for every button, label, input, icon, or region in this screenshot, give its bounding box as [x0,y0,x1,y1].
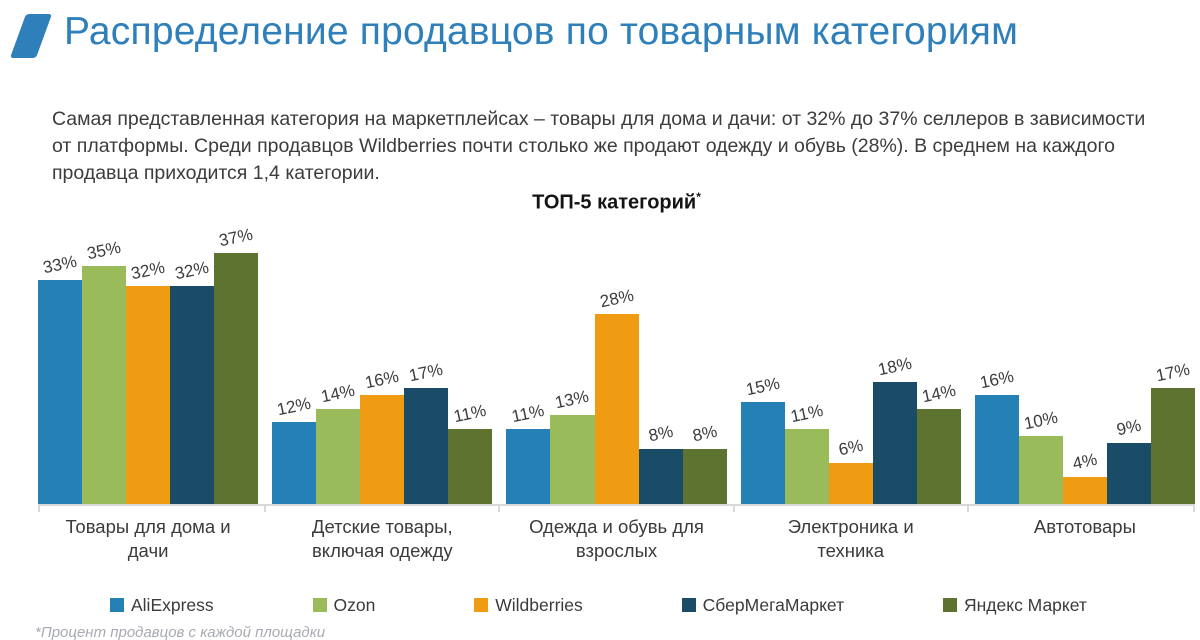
intro-text: Самая представленная категория на маркет… [52,108,1146,184]
bar-value-label: 13% [553,387,591,413]
bar-value-label: 11% [452,400,489,427]
bar-value-label: 9% [1114,415,1143,439]
chart-plot-area: 33% 35% 32% 32% 37% 12% 14% 16% 17% 11% 11% 13% 28% 8… [38,224,1196,504]
header: Распределение продавцов по товарным кате… [0,0,1200,62]
bar: 17% [404,360,449,504]
chart-legend: AliExpress Ozon Wildberries СберМегаМаркет Я… [38,595,1195,616]
category-label: Электроника и техника [787,515,914,561]
bar: 18% [872,353,917,504]
legend-swatch-icon [681,598,696,613]
bar: 15% [740,374,785,504]
bar: 32% [170,258,215,504]
bar: 32% [126,258,171,504]
axis-tick [498,505,500,512]
bar-value-label: 37% [217,224,255,250]
bar-value-label: 11% [510,400,547,427]
bar: 8% [682,422,727,504]
category-label: Товары для дома и дачи [65,515,231,561]
bar-value-label: 6% [836,435,865,460]
bar-value-label: 15% [743,373,782,400]
category-label: Одежда и обувь для взрослых [529,515,704,561]
category-labels: Товары для дома и дачи Детские товары, вк… [38,515,1195,563]
bar: 14% [916,380,961,504]
legend-label: СберМегаМаркет [702,594,845,615]
legend-swatch-icon [110,598,124,613]
legend-item: Ozon [312,594,376,616]
bar: 33% [38,251,83,504]
legend-label: Ozon [333,594,376,615]
bar-value-label: 35% [85,237,123,264]
bar-value-label: 14% [319,380,357,407]
legend-swatch-icon [942,598,957,613]
bar-value-label: 17% [1154,359,1192,386]
legend-item: СберМегаМаркет [681,594,845,616]
bar-value-label: 8% [646,422,675,446]
axis-tick [264,505,266,512]
bar-value-label: 16% [978,366,1016,393]
bar-value-label: 14% [920,380,958,407]
legend-label: AliExpress [131,594,214,615]
bar: 17% [1151,360,1196,504]
footnote-text: *Процент продавцов с каждой площадки [35,623,326,640]
bar: 12% [272,394,317,504]
legend-label: Wildberries [495,594,583,615]
legend-swatch-icon [312,598,327,613]
bar: 4% [1062,449,1107,504]
bar: 11% [506,401,551,504]
bar: 10% [1018,408,1063,504]
axis-tick [967,505,969,512]
chart-title: ТОП-5 категорий* [38,190,1195,214]
bar: 8% [638,422,683,504]
chart-title-text: ТОП-5 категорий [532,191,697,214]
legend-item: Яндекс Маркет [942,594,1087,616]
legend-swatch-icon [474,598,489,613]
bar-chart: ТОП-5 категорий* 33% 35% 32% 32% 37% 12% 14% 16… [38,190,1196,616]
bar-group: 16% 10% 4% 9% 17% [974,246,1196,504]
bar: 13% [550,387,595,504]
axis-tick [1193,505,1195,512]
axis-tick [38,505,40,512]
x-axis [38,503,1195,513]
bar: 11% [784,401,829,504]
page-title: Распределение продавцов по товарным кате… [64,10,1019,53]
bar-value-label: 11% [788,400,825,427]
bar-group: 12% 14% 16% 17% 11% [272,246,493,504]
bar-value-label: 16% [363,366,401,393]
bar-value-label: 18% [876,353,914,379]
title-slash-icon [9,14,53,58]
bar: 37% [214,224,259,504]
bar-value-label: 12% [275,393,313,420]
bar: 28% [594,285,639,504]
bar: 16% [360,367,405,504]
bar: 9% [1106,415,1151,504]
category-label: Детские товары, включая одежду [311,515,453,561]
bar-group: 33% 35% 32% 32% 37% [38,224,259,504]
bar-value-label: 10% [1022,407,1060,434]
category-label: Автотовары [1033,515,1136,537]
bar: 11% [448,401,493,504]
bar-value-label: 17% [407,359,445,386]
bar-value-label: 28% [597,285,636,311]
bar-value-label: 32% [129,258,167,284]
bar: 14% [316,380,361,504]
bar-value-label: 8% [690,422,719,446]
chart-title-asterisk: * [696,189,701,204]
bar-group: 11% 13% 28% 8% 8% [506,246,727,504]
bar-value-label: 4% [1070,449,1099,473]
bar: 16% [974,367,1019,504]
axis-tick [733,505,735,512]
legend-label: Яндекс Маркет [963,594,1087,615]
legend-item: Wildberries [474,595,583,616]
bar-value-label: 33% [41,251,79,278]
bar-value-label: 32% [173,258,211,284]
legend-item: AliExpress [110,595,214,616]
bar-group: 15% 11% 6% 18% 14% [740,246,961,504]
bar: 35% [82,238,127,504]
bar: 6% [828,436,873,504]
